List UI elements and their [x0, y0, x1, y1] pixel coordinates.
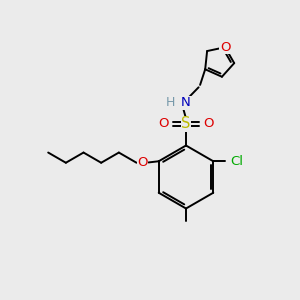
- Text: N: N: [181, 96, 191, 110]
- Text: O: O: [220, 41, 230, 54]
- Text: O: O: [203, 117, 214, 130]
- Text: Cl: Cl: [230, 155, 243, 168]
- Text: O: O: [158, 117, 169, 130]
- Text: H: H: [165, 96, 175, 110]
- Text: S: S: [181, 116, 191, 131]
- Text: O: O: [137, 156, 148, 169]
